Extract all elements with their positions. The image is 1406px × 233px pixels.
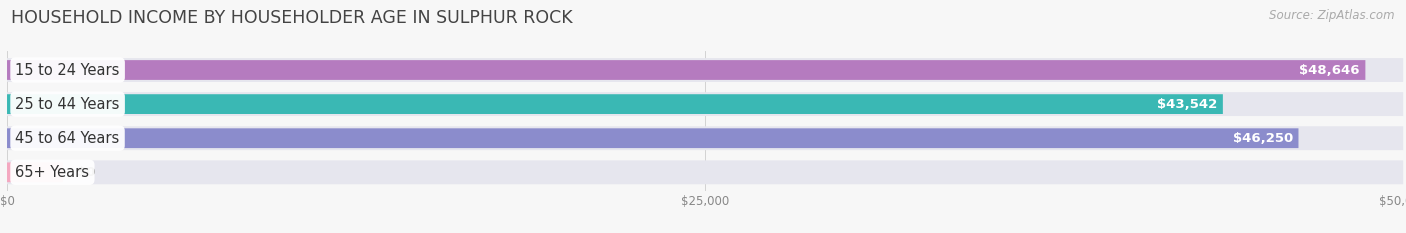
Text: $48,646: $48,646 [1299, 64, 1360, 76]
FancyBboxPatch shape [7, 160, 1403, 184]
Text: $0: $0 [77, 166, 96, 179]
Text: 45 to 64 Years: 45 to 64 Years [15, 131, 120, 146]
FancyBboxPatch shape [7, 94, 1223, 114]
FancyBboxPatch shape [7, 58, 1403, 82]
Text: $43,542: $43,542 [1157, 98, 1218, 111]
Text: Source: ZipAtlas.com: Source: ZipAtlas.com [1270, 9, 1395, 22]
Text: HOUSEHOLD INCOME BY HOUSEHOLDER AGE IN SULPHUR ROCK: HOUSEHOLD INCOME BY HOUSEHOLDER AGE IN S… [11, 9, 572, 27]
Text: $46,250: $46,250 [1233, 132, 1294, 145]
FancyBboxPatch shape [7, 126, 1403, 150]
FancyBboxPatch shape [7, 92, 1403, 116]
FancyBboxPatch shape [7, 162, 63, 182]
Text: 15 to 24 Years: 15 to 24 Years [15, 62, 120, 78]
Text: 65+ Years: 65+ Years [15, 165, 90, 180]
FancyBboxPatch shape [7, 128, 1299, 148]
FancyBboxPatch shape [7, 60, 1365, 80]
Text: 25 to 44 Years: 25 to 44 Years [15, 97, 120, 112]
